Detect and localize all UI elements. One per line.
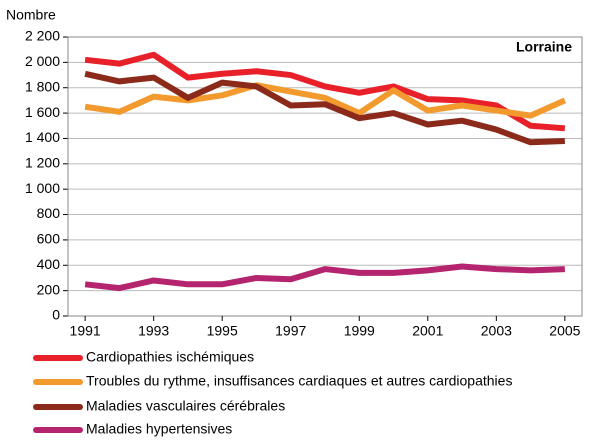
legend-label: Troubles du rythme, insuffisances cardia… xyxy=(86,373,512,389)
annotation: Lorraine xyxy=(516,39,572,55)
series-line xyxy=(84,263,565,292)
x-tick-label: 1995 xyxy=(207,323,238,339)
series-line xyxy=(84,51,566,132)
y-tick-label: 1 400 xyxy=(25,129,60,145)
legend-label: Maladies hypertensives xyxy=(86,421,232,437)
y-tick-label: 1 000 xyxy=(25,180,60,196)
series-line xyxy=(84,70,565,146)
legend-label: Cardiopathies ischémiques xyxy=(86,349,254,365)
y-tick-label: 200 xyxy=(37,281,61,297)
x-tick-label: 1999 xyxy=(344,323,375,339)
y-tick-label: 1 800 xyxy=(25,78,60,94)
x-tick-label: 2001 xyxy=(412,323,443,339)
y-tick-label: 800 xyxy=(37,205,61,221)
x-tick-label: 2003 xyxy=(481,323,512,339)
y-tick-label: 1 600 xyxy=(25,104,60,120)
series-line xyxy=(84,82,567,119)
y-tick-label: 400 xyxy=(37,256,61,272)
y-axis-label: Nombre xyxy=(6,7,56,23)
x-tick-label: 1993 xyxy=(138,323,169,339)
y-tick-label: 2 200 xyxy=(25,28,60,44)
plot-frame xyxy=(67,36,583,317)
legend-label: Maladies vasculaires cérébrales xyxy=(86,398,285,414)
x-tick-label: 1991 xyxy=(70,323,101,339)
y-tick-label: 2 000 xyxy=(25,53,60,69)
y-tick-label: 600 xyxy=(37,231,61,247)
y-tick-label: 1 200 xyxy=(25,155,60,171)
y-tick-label: 0 xyxy=(52,307,60,323)
x-tick-label: 2005 xyxy=(549,323,580,339)
x-tick-label: 1997 xyxy=(275,323,306,339)
